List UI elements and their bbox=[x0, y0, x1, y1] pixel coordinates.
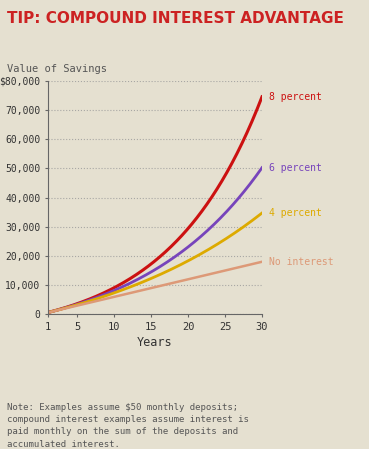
Text: Value of Savings: Value of Savings bbox=[7, 64, 107, 74]
Text: 6 percent: 6 percent bbox=[269, 163, 322, 173]
Text: Note: Examples assume $50 monthly deposits;
compound interest examples assume in: Note: Examples assume $50 monthly deposi… bbox=[7, 402, 249, 449]
Text: TIP: COMPOUND INTEREST ADVANTAGE: TIP: COMPOUND INTEREST ADVANTAGE bbox=[7, 11, 344, 26]
Text: No interest: No interest bbox=[269, 257, 334, 267]
Text: 4 percent: 4 percent bbox=[269, 208, 322, 218]
X-axis label: Years: Years bbox=[137, 336, 173, 349]
Text: 8 percent: 8 percent bbox=[269, 92, 322, 102]
